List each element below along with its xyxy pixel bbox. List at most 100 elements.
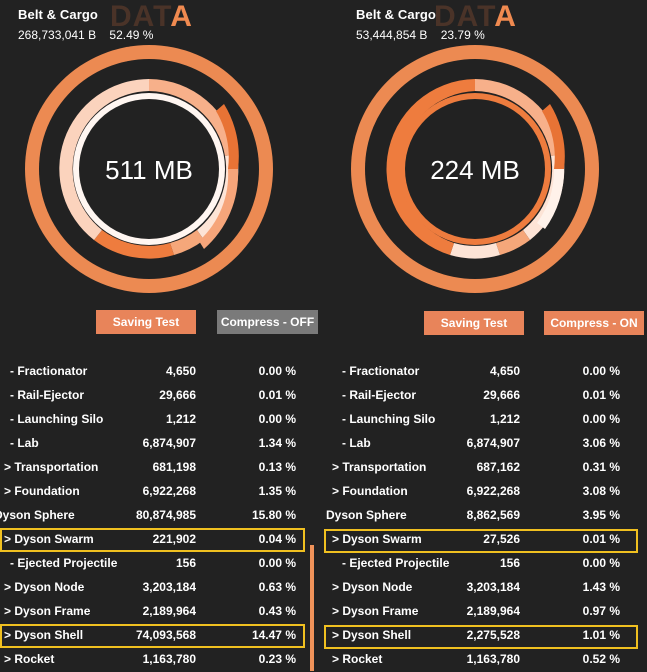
compress-toggle-button[interactable]: Compress - OFF xyxy=(217,310,318,334)
row-value: 3,203,184 xyxy=(142,580,196,594)
row-percent: 3.08 % xyxy=(582,484,620,498)
saving-test-button[interactable]: Saving Test xyxy=(96,310,196,334)
row-value: 29,666 xyxy=(159,388,196,402)
compress-toggle-button[interactable]: Compress - ON xyxy=(544,311,644,335)
row-percent: 0.00 % xyxy=(258,412,296,426)
ring-segment[interactable] xyxy=(216,104,239,169)
row-value: 2,189,964 xyxy=(142,604,196,618)
sunburst-chart[interactable]: 511 MB xyxy=(24,44,274,294)
row-value: 6,922,268 xyxy=(142,484,196,498)
ring-segment[interactable] xyxy=(386,79,475,255)
table-row[interactable]: > Dyson Node 3,203,184 0.63 % xyxy=(0,576,324,600)
row-value: 6,922,268 xyxy=(466,484,520,498)
row-name: > Dyson Swarm xyxy=(332,532,422,546)
row-percent: 0.00 % xyxy=(582,364,620,378)
row-percent: 0.97 % xyxy=(582,604,620,618)
saving-test-button[interactable]: Saving Test xyxy=(424,311,524,335)
row-value: 29,666 xyxy=(483,388,520,402)
hover-stats: 268,733,041 B 52.49 % xyxy=(18,28,153,42)
row-name: Dyson Sphere xyxy=(0,508,75,522)
row-name: - Ejected Projectile xyxy=(342,556,450,570)
row-value: 687,162 xyxy=(476,460,520,474)
table-row[interactable]: - Fractionator 4,650 0.00 % xyxy=(324,360,647,384)
table-row[interactable]: - Launching Silo 1,212 0.00 % xyxy=(324,408,647,432)
table-row[interactable]: > Transportation 681,198 0.13 % xyxy=(0,456,324,480)
table-row[interactable]: - Lab 6,874,907 1.34 % xyxy=(0,432,324,456)
row-name: - Fractionator xyxy=(10,364,88,378)
table-row[interactable]: - Fractionator 4,650 0.00 % xyxy=(0,360,324,384)
row-value: 156 xyxy=(175,556,196,570)
row-name: > Dyson Frame xyxy=(332,604,419,618)
row-percent: 14.47 % xyxy=(251,628,296,642)
row-name: > Dyson Node xyxy=(332,580,413,594)
hover-stats: 53,444,854 B 23.79 % xyxy=(356,28,485,42)
row-value: 3,203,184 xyxy=(466,580,520,594)
ring-segment[interactable] xyxy=(170,230,204,255)
table-row[interactable]: > Transportation 687,162 0.31 % xyxy=(324,456,647,480)
row-percent: 0.01 % xyxy=(582,532,620,546)
row-name: > Dyson Frame xyxy=(4,604,91,618)
row-value: 2,275,528 xyxy=(466,628,520,642)
table-row[interactable]: - Launching Silo 1,212 0.00 % xyxy=(0,408,324,432)
ring-segment[interactable] xyxy=(496,230,530,255)
row-value: 8,862,569 xyxy=(466,508,520,522)
row-name: - Rail-Ejector xyxy=(10,388,85,402)
row-percent: 0.23 % xyxy=(258,652,296,666)
watermark-logo: DATA xyxy=(434,0,517,33)
watermark-logo: DATA xyxy=(110,0,193,33)
ring-segment[interactable] xyxy=(537,169,565,229)
row-name: > Foundation xyxy=(4,484,80,498)
hover-percent: 23.79 % xyxy=(440,28,485,42)
table-row[interactable]: > Dyson Swarm 221,902 0.04 % xyxy=(0,528,324,552)
ring-segment[interactable] xyxy=(450,243,500,259)
highlight-dyson-shell xyxy=(0,624,305,648)
row-percent: 1.34 % xyxy=(258,436,296,450)
row-name: Dyson Sphere xyxy=(326,508,407,522)
row-percent: 0.00 % xyxy=(582,556,620,570)
row-value: 4,650 xyxy=(489,364,520,378)
table-row[interactable]: > Foundation 6,922,268 3.08 % xyxy=(324,480,647,504)
table-row[interactable]: > Rocket 1,163,780 0.23 % xyxy=(0,648,324,672)
ring-segment[interactable] xyxy=(542,104,565,169)
row-percent: 3.06 % xyxy=(582,436,620,450)
table-row[interactable]: - Rail-Ejector 29,666 0.01 % xyxy=(324,384,647,408)
table-row[interactable]: > Dyson Frame 2,189,964 0.97 % xyxy=(324,600,647,624)
hover-title: Belt & Cargo xyxy=(18,7,98,22)
row-percent: 0.43 % xyxy=(258,604,296,618)
row-percent: 1.01 % xyxy=(582,628,620,642)
row-value: 1,212 xyxy=(165,412,196,426)
table-row[interactable]: > Dyson Node 3,203,184 1.43 % xyxy=(324,576,647,600)
row-name: - Launching Silo xyxy=(342,412,436,426)
row-name: - Launching Silo xyxy=(10,412,104,426)
row-value: 681,198 xyxy=(152,460,196,474)
ring-segment[interactable] xyxy=(94,230,174,259)
table-row[interactable]: Dyson Sphere 8,862,569 3.95 % xyxy=(324,504,647,528)
table-row[interactable]: - Rail-Ejector 29,666 0.01 % xyxy=(0,384,324,408)
hover-bytes: 53,444,854 B xyxy=(356,28,428,42)
table-row[interactable]: - Ejected Projectile 156 0.00 % xyxy=(0,552,324,576)
table-row[interactable]: > Dyson Shell 2,275,528 1.01 % xyxy=(324,624,647,648)
row-value: 74,093,568 xyxy=(135,628,196,642)
ring-segment[interactable] xyxy=(149,79,237,156)
ring-segment[interactable] xyxy=(59,79,149,240)
table-row[interactable]: > Dyson Frame 2,189,964 0.43 % xyxy=(0,600,324,624)
table-row[interactable]: > Foundation 6,922,268 1.35 % xyxy=(0,480,324,504)
row-value: 221,902 xyxy=(152,532,196,546)
highlight-dyson-swarm xyxy=(324,529,638,553)
row-percent: 1.43 % xyxy=(582,580,620,594)
ring-segment[interactable] xyxy=(475,79,563,156)
row-percent: 0.63 % xyxy=(258,580,296,594)
row-value: 156 xyxy=(499,556,520,570)
table-row[interactable]: - Lab 6,874,907 3.06 % xyxy=(324,432,647,456)
sunburst-chart[interactable]: 224 MB xyxy=(350,44,600,294)
row-name: - Rail-Ejector xyxy=(342,388,417,402)
table-row[interactable]: > Dyson Swarm 27,526 0.01 % xyxy=(324,528,647,552)
row-value: 4,650 xyxy=(165,364,196,378)
row-name: > Transportation xyxy=(332,460,427,474)
table-row[interactable]: > Rocket 1,163,780 0.52 % xyxy=(324,648,647,672)
table-row[interactable]: > Dyson Shell 74,093,568 14.47 % xyxy=(0,624,324,648)
table-row[interactable]: Dyson Sphere 80,874,985 15.80 % xyxy=(0,504,324,528)
table-row[interactable]: - Ejected Projectile 156 0.00 % xyxy=(324,552,647,576)
ring-segment[interactable] xyxy=(199,169,239,249)
ring-segment[interactable] xyxy=(197,154,239,240)
